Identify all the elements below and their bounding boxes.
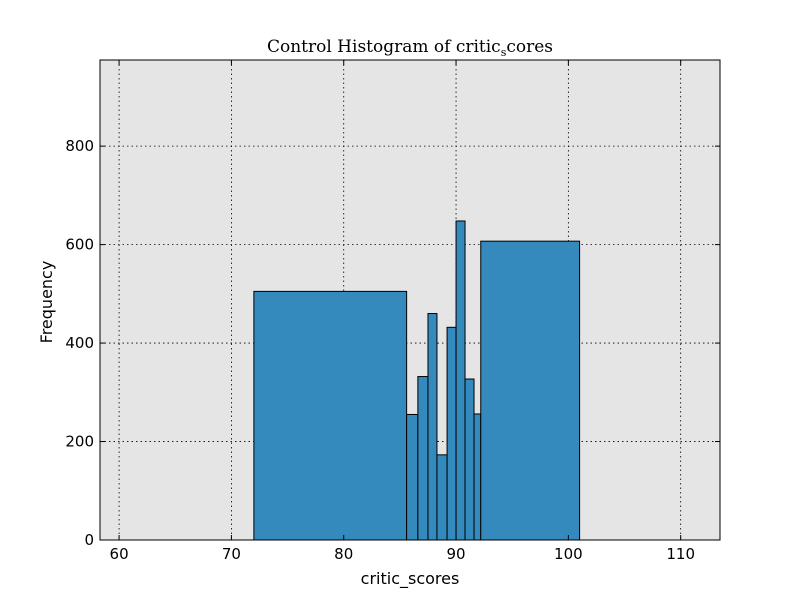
x-tick-label: 110 (666, 545, 695, 563)
histogram-bar (473, 413, 482, 541)
axis-ticks: 60 70 80 90 100 110 0 200 400 600 800 (65, 60, 720, 563)
y-tick-label: 400 (65, 334, 94, 352)
histogram-bar (455, 220, 466, 541)
plot-frame (99, 59, 721, 541)
chart-title-tail: cores (506, 37, 553, 57)
histogram-bar (480, 240, 581, 541)
x-axis-label: critic_scores (361, 569, 460, 589)
x-tick-label: 100 (554, 545, 583, 563)
x-tick-label: 70 (222, 545, 241, 563)
histogram-bar (436, 454, 448, 541)
histogram-bars (253, 220, 581, 541)
histogram-bar (417, 376, 429, 541)
chart-title-main: Control Histogram of critic (267, 37, 501, 57)
x-tick-label: 80 (334, 545, 353, 563)
histogram-bar (253, 290, 408, 541)
chart-title-subscript: s (501, 46, 507, 59)
y-tick-label: 600 (65, 236, 94, 254)
y-tick-label: 0 (84, 531, 94, 549)
histogram-bar (464, 378, 475, 541)
histogram-bar (427, 313, 438, 541)
x-tick-label: 90 (447, 545, 466, 563)
y-tick-label: 200 (65, 433, 94, 451)
y-tick-label: 800 (65, 137, 94, 155)
x-tick-label: 60 (110, 545, 129, 563)
y-axis-label: Frequency (37, 261, 56, 344)
chart-title: Control Histogram of criticscores (267, 37, 553, 59)
histogram-bar (406, 413, 419, 541)
histogram-bar (446, 326, 457, 541)
